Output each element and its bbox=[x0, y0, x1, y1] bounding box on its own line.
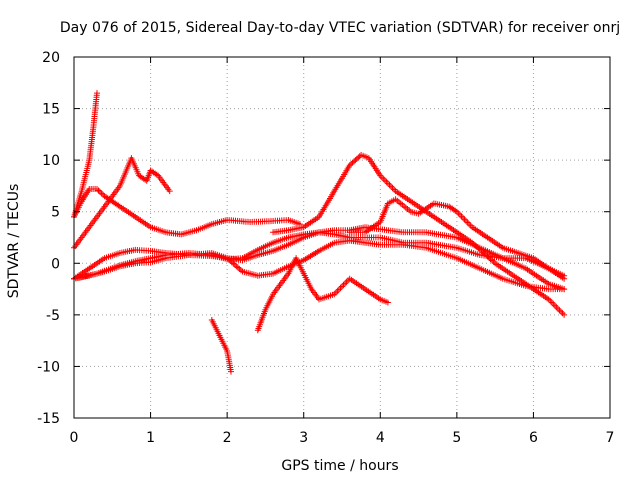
data-layer bbox=[71, 90, 568, 375]
x-tick-label: 5 bbox=[452, 430, 461, 446]
x-tick-label: 0 bbox=[70, 430, 79, 446]
series-track-g bbox=[270, 152, 568, 318]
x-tick-label: 4 bbox=[376, 430, 385, 446]
x-tick-label: 6 bbox=[529, 430, 538, 446]
series-markers bbox=[71, 90, 100, 220]
x-tick-label: 7 bbox=[606, 430, 615, 446]
y-axis-label: SDTVAR / TECUs bbox=[6, 184, 22, 299]
x-tick-label: 3 bbox=[299, 430, 308, 446]
series-markers bbox=[270, 152, 568, 318]
y-tick-label: 15 bbox=[42, 102, 60, 118]
chart-title: Day 076 of 2015, Sidereal Day-to-day VTE… bbox=[60, 20, 620, 36]
series-markers bbox=[71, 237, 568, 293]
series-markers bbox=[254, 255, 391, 334]
series-markers bbox=[346, 196, 568, 279]
series-markers bbox=[71, 155, 173, 251]
x-axis-label: GPS time / hours bbox=[281, 458, 398, 474]
x-tick-label: 1 bbox=[146, 430, 155, 446]
y-tick-label: -15 bbox=[37, 411, 60, 427]
plot-frame bbox=[73, 56, 611, 419]
series-track-a bbox=[71, 155, 173, 251]
series-track-j bbox=[254, 255, 391, 334]
y-tick-label: -10 bbox=[37, 359, 60, 375]
y-tick-label: 10 bbox=[42, 153, 60, 169]
series-markers bbox=[208, 317, 234, 375]
y-tick-label: -5 bbox=[46, 308, 60, 324]
y-tick-label: 5 bbox=[51, 205, 60, 221]
y-tick-label: 0 bbox=[51, 256, 60, 272]
series-track-i bbox=[208, 317, 234, 375]
series-track-f bbox=[71, 237, 568, 293]
y-tick-label: 20 bbox=[42, 50, 60, 66]
x-tick-label: 2 bbox=[223, 430, 232, 446]
tick-layer: 0 1 2 3 4 5 6 7 20 15 10 5 0 -5 -10 -15 bbox=[37, 50, 614, 446]
series-track-c bbox=[71, 90, 100, 220]
series-track-h bbox=[346, 196, 568, 279]
